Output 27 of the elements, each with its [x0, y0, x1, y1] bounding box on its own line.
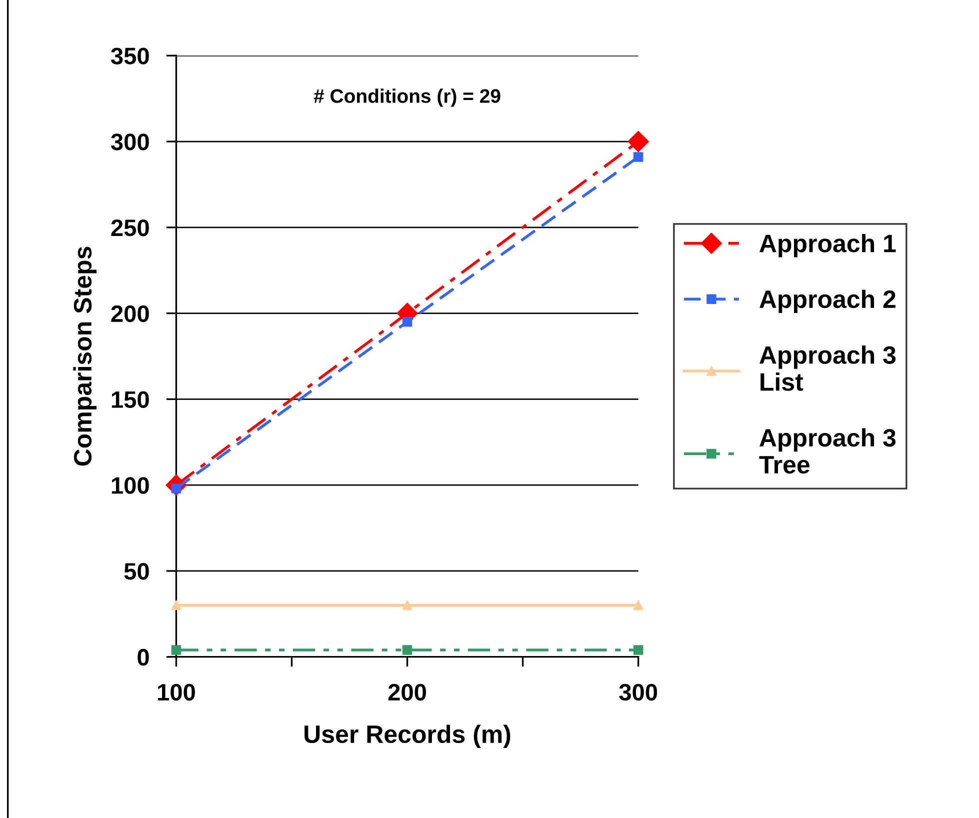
point	[402, 600, 412, 610]
point	[633, 645, 644, 655]
legend-label: Approach 3 List	[760, 346, 896, 391]
y-tick-label: 0	[138, 648, 149, 666]
x-tick-label: 100	[158, 684, 195, 701]
point	[171, 600, 182, 610]
y-tick-label: 100	[112, 477, 149, 494]
legend-label: Approach 2	[760, 290, 896, 314]
legend-label: Approach 3 Tree	[759, 428, 896, 474]
point	[402, 645, 412, 655]
point	[171, 645, 182, 655]
point	[402, 317, 412, 327]
y-tick-label: 200	[111, 305, 149, 322]
x-tick-label: 200	[388, 684, 426, 701]
x-tick-label: 300	[619, 684, 658, 701]
y-axis-title: Comparison Steps	[73, 246, 97, 466]
annotation: # Conditions (r) = 29	[314, 88, 500, 107]
y-tick-label: 150	[112, 391, 149, 408]
y-tick-label: 300	[110, 134, 149, 150]
point	[633, 152, 644, 162]
y-tick-label: 350	[110, 48, 149, 64]
y-tick-label: 250	[111, 219, 149, 236]
legend-label: Approach 1	[760, 234, 896, 258]
point	[628, 131, 649, 152]
y-tick-label: 50	[124, 563, 149, 580]
point	[633, 600, 644, 610]
x-axis-title: User Records (m)	[304, 724, 510, 748]
